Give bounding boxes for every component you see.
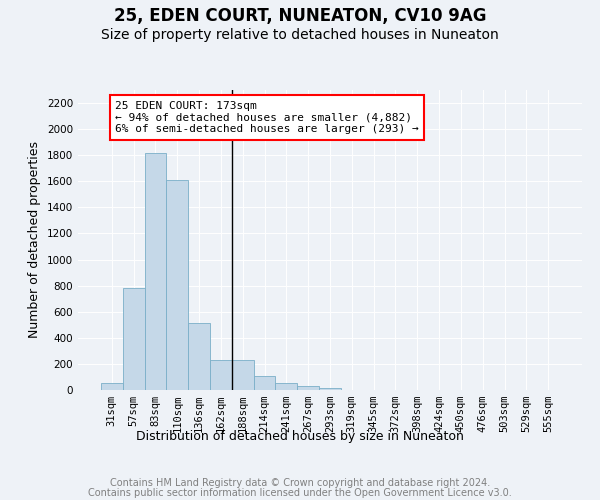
Y-axis label: Number of detached properties: Number of detached properties: [28, 142, 41, 338]
Bar: [188, 324, 210, 390]
Text: 25 EDEN COURT: 173sqm
← 94% of detached houses are smaller (4,882)
6% of semi-de: 25 EDEN COURT: 173sqm ← 94% of detached …: [115, 101, 419, 134]
Text: Contains HM Land Registry data © Crown copyright and database right 2024.: Contains HM Land Registry data © Crown c…: [110, 478, 490, 488]
Text: 25, EDEN COURT, NUNEATON, CV10 9AG: 25, EDEN COURT, NUNEATON, CV10 9AG: [114, 8, 486, 26]
Text: Size of property relative to detached houses in Nuneaton: Size of property relative to detached ho…: [101, 28, 499, 42]
Text: Contains public sector information licensed under the Open Government Licence v3: Contains public sector information licen…: [88, 488, 512, 498]
Bar: [275, 383, 297, 390]
Text: Distribution of detached houses by size in Nuneaton: Distribution of detached houses by size …: [136, 430, 464, 443]
Bar: [123, 288, 145, 390]
Bar: [254, 376, 275, 390]
Bar: [145, 152, 166, 390]
Bar: [101, 384, 123, 390]
Bar: [232, 360, 254, 390]
Bar: [166, 180, 188, 390]
Bar: [319, 388, 341, 390]
Bar: [210, 360, 232, 390]
Bar: [297, 386, 319, 390]
